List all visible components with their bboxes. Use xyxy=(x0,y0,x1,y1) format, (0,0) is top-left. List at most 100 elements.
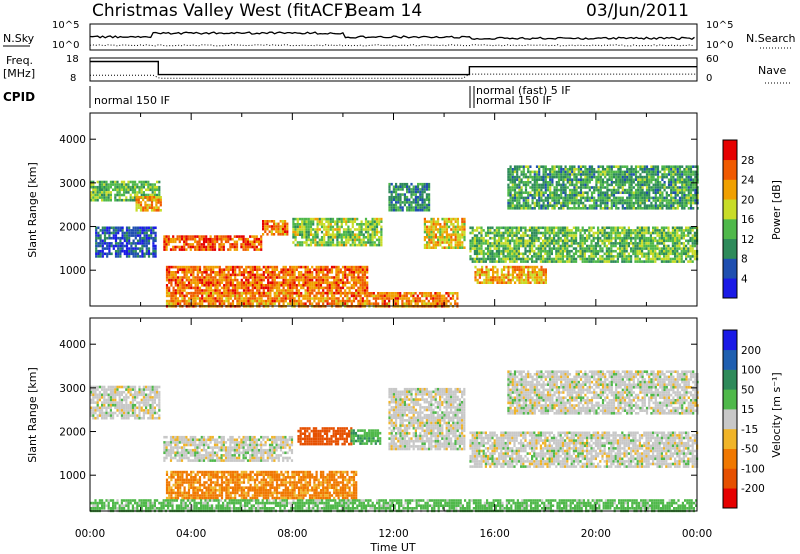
data-cell xyxy=(302,273,305,277)
data-cell xyxy=(434,225,437,229)
data-cell xyxy=(106,244,109,248)
data-cell xyxy=(360,241,363,244)
data-cell xyxy=(99,242,102,245)
data-cell xyxy=(535,234,538,237)
data-cell xyxy=(181,281,184,284)
data-cell xyxy=(676,239,679,243)
data-cell xyxy=(231,278,235,282)
data-cell xyxy=(129,198,132,202)
data-cell xyxy=(346,268,349,271)
data-cell xyxy=(128,255,131,258)
data-cell xyxy=(674,168,677,171)
data-cell xyxy=(371,238,374,242)
data-cell xyxy=(364,217,368,221)
data-cell xyxy=(665,165,668,168)
data-cell xyxy=(535,194,539,197)
data-cell xyxy=(674,191,677,194)
data-cell xyxy=(643,181,646,184)
data-cell xyxy=(170,302,173,305)
data-cell xyxy=(643,196,646,200)
data-cell xyxy=(218,273,221,277)
data-cell xyxy=(357,265,360,269)
data-cell xyxy=(570,236,573,240)
data-cell xyxy=(131,185,134,189)
data-cell xyxy=(183,299,186,303)
data-cell xyxy=(571,165,574,168)
data-cell xyxy=(358,228,361,231)
data-cell xyxy=(324,278,327,282)
data-cell xyxy=(535,247,538,250)
data-cell xyxy=(291,286,294,290)
data-cell xyxy=(573,173,576,176)
data-cell xyxy=(604,168,607,171)
data-cell xyxy=(687,183,690,187)
data-cell xyxy=(590,242,593,245)
data-cell xyxy=(560,175,563,179)
data-cell xyxy=(469,239,472,243)
data-cell xyxy=(149,183,152,186)
data-cell xyxy=(463,217,466,221)
data-cell xyxy=(273,233,276,236)
data-cell xyxy=(520,204,523,207)
data-cell xyxy=(678,204,682,207)
data-cell xyxy=(194,302,197,305)
data-cell xyxy=(682,236,685,240)
data-cell xyxy=(107,183,110,186)
data-cell xyxy=(305,243,308,247)
data-cell xyxy=(463,225,466,229)
data-cell xyxy=(630,231,633,235)
data-cell xyxy=(218,294,221,298)
data-cell xyxy=(362,238,365,242)
data-cell xyxy=(572,234,575,237)
data-cell xyxy=(454,228,457,231)
data-cell xyxy=(570,260,573,263)
data-cell xyxy=(656,173,660,176)
data-cell xyxy=(621,199,624,202)
data-cell xyxy=(147,226,151,230)
data-cell xyxy=(392,198,395,202)
freq-unit-label: [MHz] xyxy=(3,67,35,80)
data-cell xyxy=(430,220,433,223)
data-cell xyxy=(99,255,102,258)
data-cell xyxy=(169,237,173,241)
data-cell xyxy=(588,170,591,174)
data-cell xyxy=(170,284,173,287)
data-cell xyxy=(623,178,627,181)
data-cell xyxy=(392,190,395,194)
nsearch-label: N.Search xyxy=(746,32,796,45)
data-cell xyxy=(612,194,616,197)
data-cell xyxy=(553,229,556,232)
data-cell xyxy=(262,225,265,228)
data-cell xyxy=(294,238,297,242)
data-cell xyxy=(535,175,539,179)
data-cell xyxy=(209,297,213,300)
data-cell xyxy=(95,239,98,243)
data-cell xyxy=(251,243,254,246)
data-cell xyxy=(608,165,611,168)
data-cell xyxy=(621,236,624,240)
data-cell xyxy=(568,207,572,210)
data-cell xyxy=(378,241,381,244)
data-cell xyxy=(324,265,327,269)
data-cell xyxy=(665,239,668,243)
data-cell xyxy=(167,243,170,246)
data-cell xyxy=(369,233,372,236)
data-cell xyxy=(101,255,104,258)
data-cell xyxy=(577,168,580,171)
data-cell xyxy=(693,249,696,253)
data-cell xyxy=(114,252,118,256)
data-cell xyxy=(224,237,228,241)
data-cell xyxy=(275,281,279,284)
data-cell xyxy=(531,201,534,205)
data-cell xyxy=(689,196,693,200)
data-cell xyxy=(209,294,213,298)
data-cell xyxy=(509,188,512,192)
data-cell xyxy=(599,194,602,197)
data-cell xyxy=(136,229,140,232)
data-cell xyxy=(612,188,616,192)
data-cell xyxy=(648,188,651,192)
data-cell xyxy=(297,278,301,282)
data-cell xyxy=(452,246,455,249)
data-cell xyxy=(289,278,292,282)
data-cell xyxy=(205,268,208,271)
